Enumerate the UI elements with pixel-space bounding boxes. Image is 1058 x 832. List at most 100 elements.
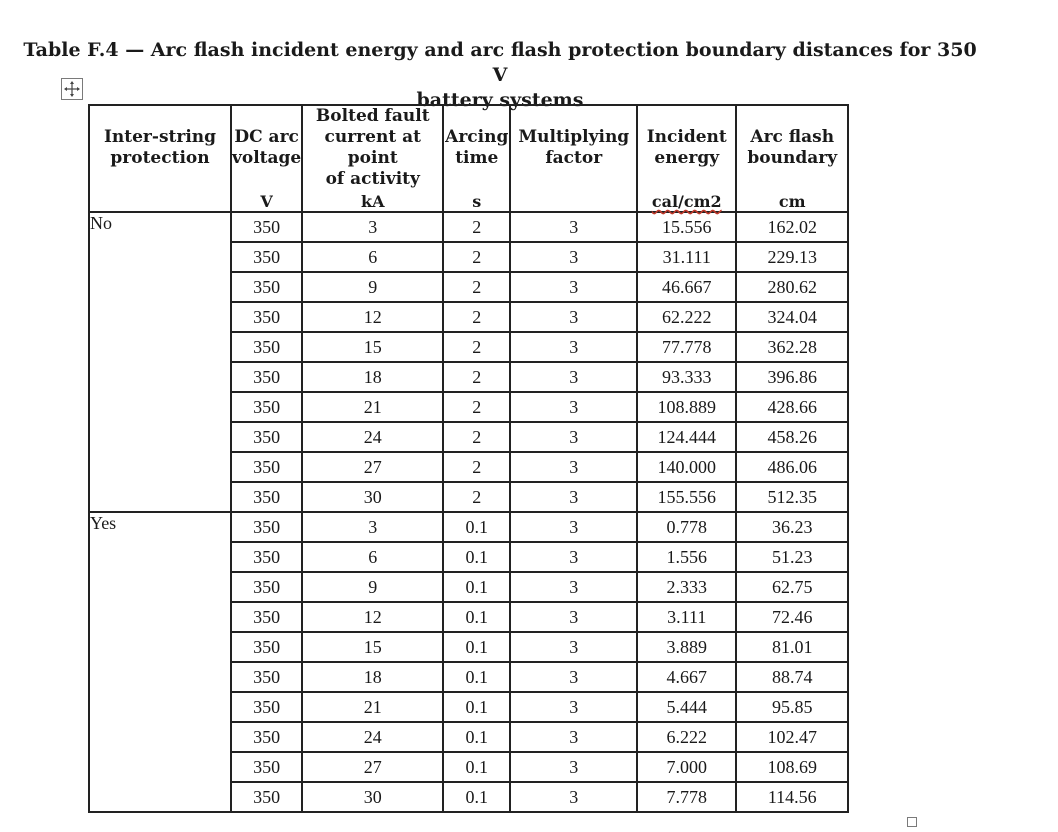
table-cell: 0.778 [636, 511, 737, 542]
table-cell: 0.1 [442, 751, 511, 782]
unit-cell: cal/cm2 [636, 190, 737, 213]
table-cell: 3 [509, 211, 638, 242]
table-cell: 350 [229, 421, 303, 452]
table-cell: 3 [509, 721, 638, 752]
column-header-incident-energy: Incident energy [636, 104, 737, 190]
table-cell: 114.56 [735, 781, 850, 813]
table-cell: 2 [442, 481, 511, 512]
table-cell: 350 [229, 631, 303, 662]
table-cell: 350 [229, 511, 303, 542]
table-cell: 350 [229, 271, 303, 302]
table-cell: 350 [229, 691, 303, 722]
table-row: 350 15 0.1 3 3.889 81.01 [89, 631, 850, 662]
arc-flash-table: Inter-string protection DC arc voltage Bolte… [88, 104, 850, 813]
table-row: 350 6 0.1 3 1.556 51.23 [89, 541, 850, 572]
table-row: 350 30 2 3 155.556 512.35 [89, 481, 850, 512]
table-cell: 140.000 [636, 451, 737, 482]
unit-cell: s [442, 190, 511, 213]
caption-line-1: Table F.4 — Arc flash incident energy an… [23, 39, 977, 86]
column-header-line: boundary [747, 148, 838, 168]
table-cell: 3 [509, 361, 638, 392]
table-cell: 12 [301, 301, 444, 332]
table-cell: 280.62 [735, 271, 850, 302]
table-row: 350 24 2 3 124.444 458.26 [89, 421, 850, 452]
table-cell: 36.23 [735, 511, 850, 542]
table-cell: 62.222 [636, 301, 737, 332]
table-cell: 155.556 [636, 481, 737, 512]
table-cell: 2 [442, 211, 511, 242]
table-cell: 24 [301, 721, 444, 752]
table-cell: 2 [442, 271, 511, 302]
table-cell: 350 [229, 661, 303, 692]
column-header-arcing-time: Arcing time [442, 104, 511, 190]
table-row: 350 9 2 3 46.667 280.62 [89, 271, 850, 302]
table-cell: 2 [442, 301, 511, 332]
header-row: Inter-string protection DC arc voltage Bolte… [88, 104, 850, 190]
table-cell: 0.1 [442, 631, 511, 662]
column-header-line: Arc flash [750, 127, 835, 147]
table-cell: 6 [301, 541, 444, 572]
table-cell: 30 [301, 781, 444, 813]
unit-label: s [472, 192, 482, 211]
table-cell: 3.889 [636, 631, 737, 662]
table-cell: 27 [301, 451, 444, 482]
column-header-line: current at point [324, 127, 421, 168]
table-cell: 350 [229, 541, 303, 572]
column-header-line: factor [545, 148, 603, 168]
table-cell: 350 [229, 331, 303, 362]
table-cell: 3 [301, 511, 444, 542]
table-cell: 350 [229, 571, 303, 602]
column-header-line: voltage [232, 148, 302, 168]
column-header-line: of activity [325, 169, 420, 189]
unit-label: kA [361, 192, 385, 211]
column-header-line: Bolted fault [315, 106, 430, 126]
unit-cell: kA [301, 190, 444, 213]
table-cell: 7.778 [636, 781, 737, 813]
table-cell: 30 [301, 481, 444, 512]
table-cell: 3 [509, 301, 638, 332]
table-row: 350 27 2 3 140.000 486.06 [89, 451, 850, 482]
table-cell: 229.13 [735, 241, 850, 272]
column-header-arc-flash-boundary: Arc flash boundary [735, 104, 850, 190]
table-cell: 350 [229, 451, 303, 482]
column-header-inter-string-protection: Inter-string protection [88, 104, 231, 190]
table-cell: 350 [229, 361, 303, 392]
table-cell: 46.667 [636, 271, 737, 302]
table-cell: 51.23 [735, 541, 850, 572]
table-cell: 93.333 [636, 361, 737, 392]
resize-square-icon[interactable] [907, 817, 917, 827]
table-cell: 350 [229, 391, 303, 422]
table-cell: 324.04 [735, 301, 850, 332]
unit-cell [509, 190, 638, 213]
table-cell: 27 [301, 751, 444, 782]
inter-string-protection-cell: No [88, 211, 231, 512]
table-cell: 3 [509, 631, 638, 662]
table-row: 350 12 2 3 62.222 324.04 [89, 301, 850, 332]
table-cell: 3 [509, 451, 638, 482]
column-header-line: Arcing [445, 127, 509, 147]
table-cell: 2.333 [636, 571, 737, 602]
table-cell: 0.1 [442, 661, 511, 692]
four-way-arrow-icon[interactable] [61, 78, 83, 100]
table-cell: 18 [301, 661, 444, 692]
table-row: 350 30 0.1 3 7.778 114.56 [89, 781, 850, 813]
inter-string-protection-cell: Yes [88, 511, 231, 813]
table-cell: 2 [442, 241, 511, 272]
table-cell: 15 [301, 331, 444, 362]
table-row: 350 18 2 3 93.333 396.86 [89, 361, 850, 392]
table-cell: 1.556 [636, 541, 737, 572]
table-cell: 3 [509, 241, 638, 272]
table-cell: 458.26 [735, 421, 850, 452]
table-row: 350 27 0.1 3 7.000 108.69 [89, 751, 850, 782]
table-cell: 72.46 [735, 601, 850, 632]
unit-label: cal/cm2 [651, 192, 722, 211]
table-cell: 88.74 [735, 661, 850, 692]
table-cell: 362.28 [735, 331, 850, 362]
table-cell: 95.85 [735, 691, 850, 722]
unit-label: cm [778, 192, 806, 211]
table-cell: 21 [301, 691, 444, 722]
unit-label: V [260, 192, 273, 211]
column-header-bolted-fault-current: Bolted fault current at point of activity [301, 104, 444, 190]
table-row: 350 12 0.1 3 3.111 72.46 [89, 601, 850, 632]
table-cell: 77.778 [636, 331, 737, 362]
